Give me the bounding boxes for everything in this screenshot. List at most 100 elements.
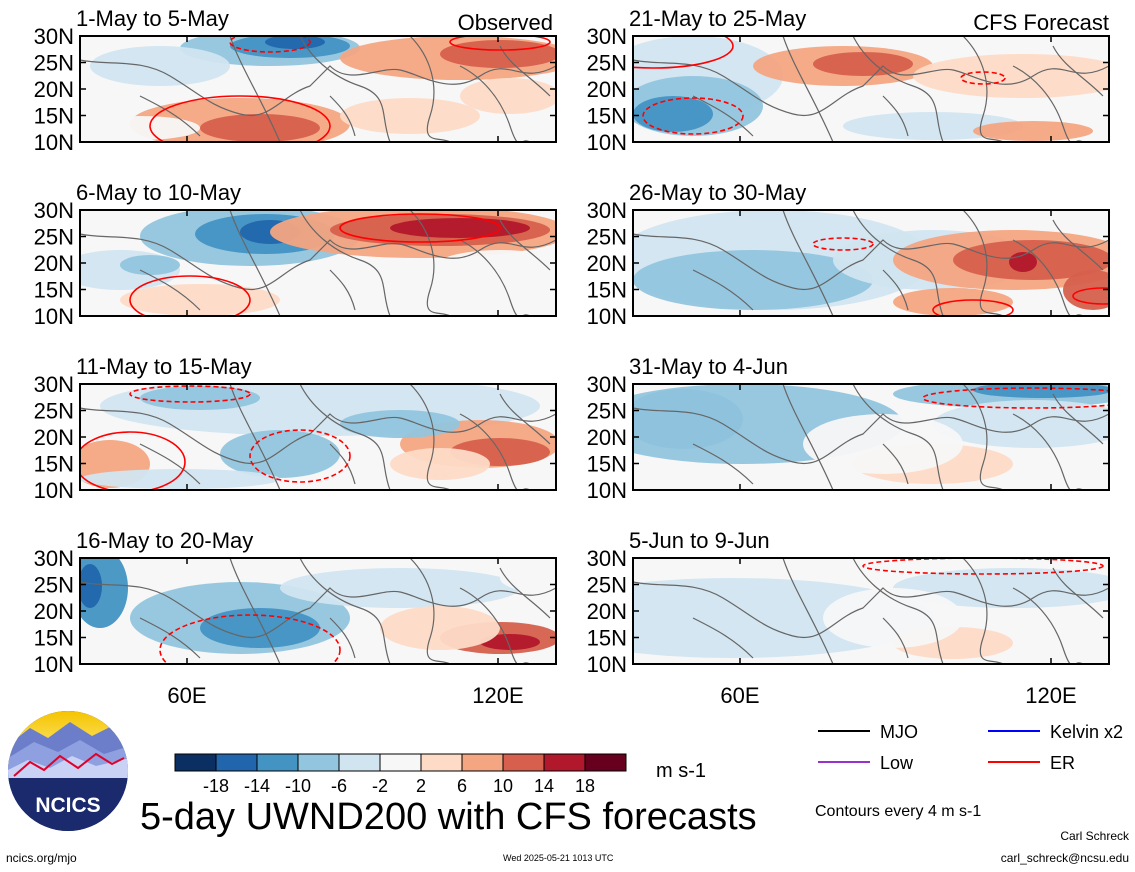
coastline	[299, 210, 391, 316]
wind-anomaly-region	[140, 386, 260, 410]
coastline	[80, 581, 556, 639]
coastline	[852, 210, 944, 316]
lat-tick-label: 30N	[34, 372, 74, 397]
coastline	[299, 558, 391, 664]
colorbar-swatch	[584, 753, 627, 772]
colorbar-tick-label: 14	[534, 776, 554, 796]
coastline	[692, 443, 754, 485]
contour-note: Contours every 4 m s-1	[815, 803, 982, 820]
wind-anomaly-region	[80, 469, 280, 489]
lon-tick-label: 120E	[1025, 683, 1076, 708]
wind-anomaly-region	[933, 400, 1109, 448]
lat-tick-label: 25N	[587, 399, 627, 424]
lat-tick-label: 10N	[587, 304, 627, 329]
coastline	[329, 617, 356, 659]
wind-anomaly-region	[893, 568, 1109, 608]
er-contour	[249, 429, 351, 483]
colorbar-swatch	[461, 753, 504, 772]
colorbar-tick-label: -18	[203, 776, 229, 796]
wind-anomaly-region	[265, 36, 325, 49]
colorbar-tick-label: -6	[331, 776, 347, 796]
panel-period-label: 16-May to 20-May	[76, 528, 253, 553]
lat-tick-label: 20N	[587, 251, 627, 276]
lon-tick-label: 60E	[167, 683, 206, 708]
coastline	[80, 233, 556, 291]
colorbar-tick-label: 2	[416, 776, 426, 796]
main-title: 5-day UWND200 with CFS forecasts	[140, 796, 757, 838]
lat-tick-label: 10N	[587, 652, 627, 677]
coastline	[329, 443, 356, 485]
coastline	[882, 443, 909, 485]
coastline	[499, 219, 551, 271]
er-contour	[129, 385, 251, 403]
lat-tick-label: 25N	[34, 225, 74, 250]
coastline	[962, 384, 1004, 490]
colorbar-swatch	[502, 753, 545, 772]
legend-label: ER	[1050, 753, 1075, 773]
colorbar-swatch	[174, 753, 217, 772]
wind-anomaly-region	[120, 255, 180, 275]
panel-period-label: 1-May to 5-May	[76, 6, 229, 31]
coastline	[962, 558, 1004, 664]
coastline	[499, 393, 551, 445]
coastline	[692, 95, 754, 137]
er-contour	[812, 237, 874, 251]
wind-anomaly-region	[633, 250, 873, 310]
colorbar-swatch	[379, 753, 422, 772]
er-contour	[80, 431, 186, 490]
lat-tick-label: 30N	[587, 24, 627, 49]
wind-anomaly-region	[633, 96, 713, 132]
coastline	[229, 558, 281, 664]
coastline	[409, 558, 451, 664]
lat-tick-label: 30N	[587, 546, 627, 571]
coastline	[299, 384, 391, 490]
panel-period-label: 5-Jun to 9-Jun	[629, 528, 770, 553]
wind-anomaly-region	[440, 40, 556, 68]
er-contour	[642, 97, 744, 135]
panel-period-label: 26-May to 30-May	[629, 180, 806, 205]
coastline	[782, 36, 834, 142]
er-contour	[633, 36, 734, 69]
er-contour	[229, 36, 311, 53]
lat-tick-label: 30N	[587, 198, 627, 223]
coastline	[782, 558, 834, 664]
colorbar-swatch	[420, 753, 463, 772]
lon-tick-label: 60E	[720, 683, 759, 708]
lat-tick-label: 10N	[34, 130, 74, 155]
coastline	[633, 59, 1109, 117]
coastline	[692, 269, 754, 311]
er-contour	[862, 558, 1104, 575]
lat-tick-label: 10N	[34, 652, 74, 677]
site-link[interactable]: ncics.org/mjo	[6, 851, 77, 865]
wind-anomaly-region	[80, 116, 200, 140]
wind-anomaly-region	[340, 98, 480, 134]
er-contour	[129, 275, 251, 316]
lat-tick-label: 20N	[587, 599, 627, 624]
coastline	[852, 384, 944, 490]
colorbar-tick-label: 10	[493, 776, 513, 796]
wind-anomaly-region	[200, 114, 320, 142]
lat-tick-label: 15N	[34, 452, 74, 477]
coastline	[1052, 393, 1104, 445]
coastline	[692, 617, 754, 659]
lat-tick-label: 25N	[587, 573, 627, 598]
coastline	[229, 210, 281, 316]
lat-tick-label: 15N	[34, 278, 74, 303]
colorbar-tick-label: 6	[457, 776, 467, 796]
lat-tick-label: 30N	[34, 198, 74, 223]
author-name: Carl Schreck	[1060, 829, 1129, 843]
lat-tick-label: 15N	[587, 278, 627, 303]
author-email[interactable]: carl_schreck@ncsu.edu	[1000, 851, 1129, 865]
coastline	[782, 384, 834, 490]
colorbar-units: m s-1	[656, 760, 706, 782]
er-contour	[339, 213, 501, 243]
colorbar-tick-label: -10	[285, 776, 311, 796]
coastline	[299, 36, 391, 142]
er-contour	[1072, 287, 1109, 305]
legend-label: Low	[880, 753, 914, 773]
